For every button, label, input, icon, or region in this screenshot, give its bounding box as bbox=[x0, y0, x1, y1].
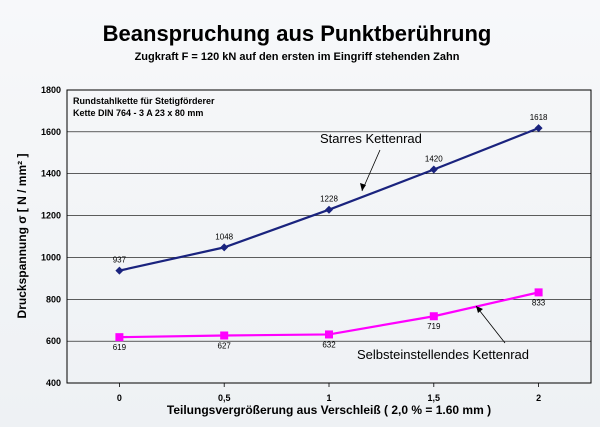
x-tick-label: 1,5 bbox=[428, 393, 441, 403]
y-axis-label: Druckspannung σ [ N / mm² ] bbox=[15, 154, 29, 319]
data-label: 937 bbox=[113, 256, 127, 265]
x-axis-label: Teilungsvergrößerung aus Verschleiß ( 2,… bbox=[167, 403, 491, 417]
y-axis-ticks: 400 600 800 1000 1200 1400 1600 1800 bbox=[41, 85, 61, 388]
data-label: 1420 bbox=[425, 155, 443, 164]
series-annotation-starres: Starres Kettenrad bbox=[320, 131, 422, 146]
chart-note-line-1: Rundstahlkette für Stetigförderer bbox=[73, 96, 215, 106]
x-tick-label: 1 bbox=[326, 393, 331, 403]
data-point bbox=[325, 330, 333, 339]
data-point bbox=[115, 333, 124, 342]
y-tick-label: 1600 bbox=[41, 127, 61, 137]
data-label: 833 bbox=[532, 298, 546, 307]
chart-title: Beanspruchung aus Punktberührung bbox=[103, 21, 492, 46]
y-tick-label: 1200 bbox=[41, 211, 61, 221]
data-label: 719 bbox=[427, 322, 441, 331]
data-point bbox=[220, 331, 229, 340]
annotation-arrowhead-starres bbox=[360, 183, 366, 191]
data-point bbox=[534, 124, 543, 133]
data-point bbox=[534, 288, 543, 297]
y-tick-label: 1800 bbox=[41, 85, 61, 95]
data-label: 1228 bbox=[320, 195, 338, 204]
data-label: 1048 bbox=[215, 232, 233, 241]
chart-subtitle: Zugkraft F = 120 kN auf den ersten im Ei… bbox=[135, 51, 460, 63]
y-tick-label: 800 bbox=[46, 294, 61, 304]
series-group: 937 1048 1228 1420 1618 619 627 632 719 833 bbox=[113, 113, 548, 352]
x-tick-label: 0,5 bbox=[218, 393, 231, 403]
series-annotation-selbst: Selbsteinstellendes Kettenrad bbox=[357, 347, 529, 362]
gridlines bbox=[67, 131, 591, 342]
data-point bbox=[115, 266, 124, 275]
data-label: 627 bbox=[218, 341, 232, 350]
data-point bbox=[325, 205, 333, 214]
annotation-arrow-selbst bbox=[475, 305, 506, 344]
annotation-arrowhead-selbst bbox=[476, 306, 483, 313]
x-axis-ticks: 0 0,5 1 1,5 2 bbox=[117, 383, 541, 403]
data-label: 619 bbox=[113, 343, 127, 352]
data-label: 632 bbox=[322, 340, 336, 349]
chart-note-line-2: Kette DIN 764 - 3 A 23 x 80 mm bbox=[73, 108, 203, 118]
data-point bbox=[429, 312, 438, 321]
data-point bbox=[220, 243, 229, 252]
x-tick-label: 2 bbox=[536, 393, 541, 403]
data-label: 1618 bbox=[530, 113, 548, 122]
y-tick-label: 1000 bbox=[41, 252, 61, 262]
annotation-arrow-starres bbox=[361, 149, 381, 192]
y-tick-label: 600 bbox=[46, 336, 61, 346]
y-tick-label: 400 bbox=[46, 378, 61, 388]
y-tick-label: 1400 bbox=[41, 169, 61, 179]
x-tick-label: 0 bbox=[117, 393, 122, 403]
data-point bbox=[429, 165, 438, 174]
